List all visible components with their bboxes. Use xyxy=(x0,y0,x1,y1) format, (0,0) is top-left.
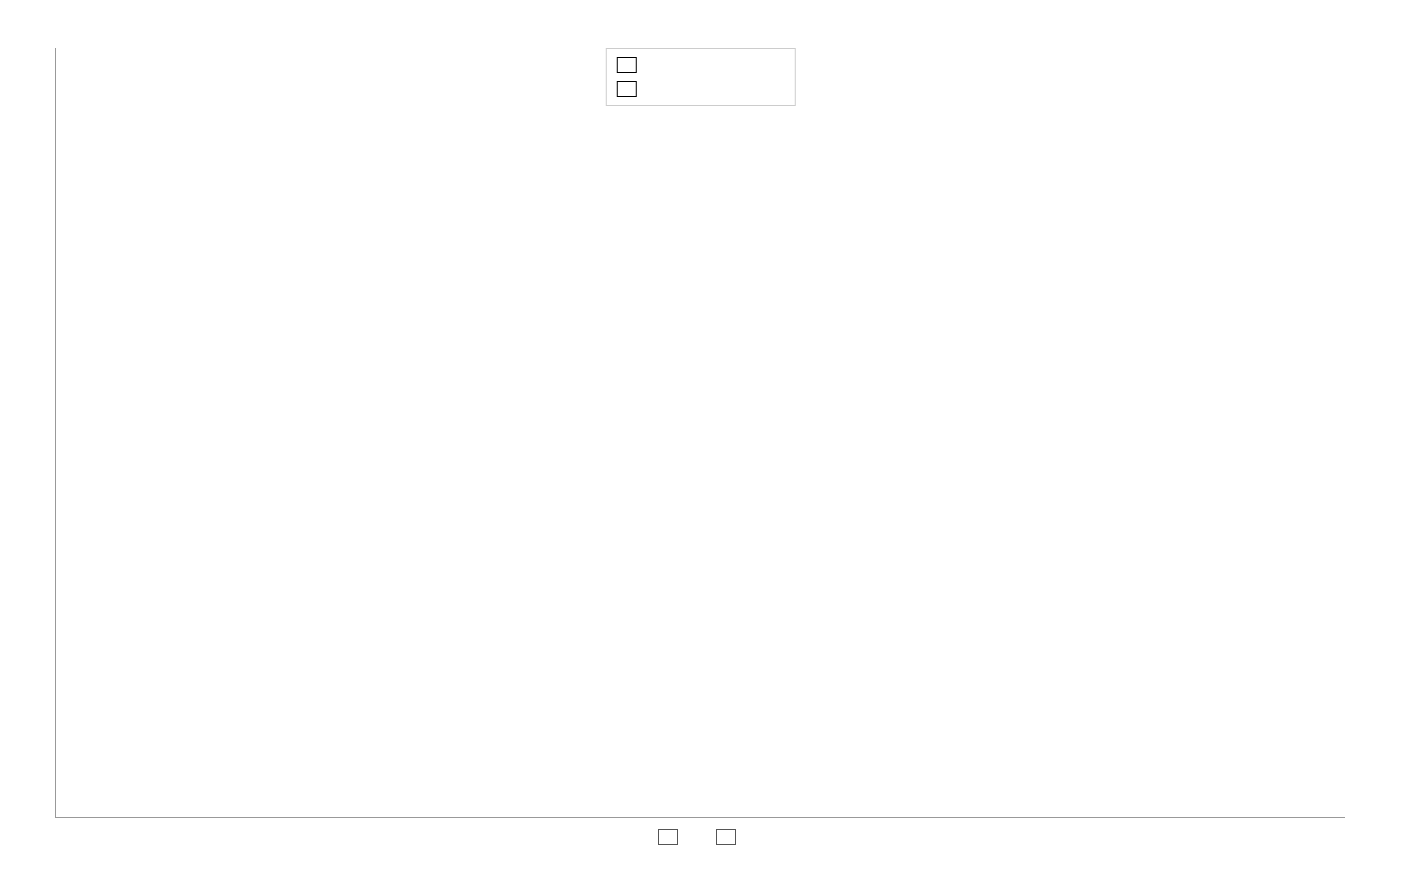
trend-lines xyxy=(56,48,1345,817)
legend-item-grenada xyxy=(658,829,686,845)
stats-row-hongkong xyxy=(616,77,784,101)
stats-row-grenada xyxy=(616,53,784,77)
series-legend xyxy=(658,829,744,845)
stats-legend xyxy=(605,48,795,106)
swatch-hongkong xyxy=(716,829,736,845)
chart-plot-area xyxy=(55,48,1345,818)
legend-item-hongkong xyxy=(716,829,744,845)
swatch-hongkong xyxy=(616,81,636,97)
swatch-grenada xyxy=(658,829,678,845)
swatch-grenada xyxy=(616,57,636,73)
